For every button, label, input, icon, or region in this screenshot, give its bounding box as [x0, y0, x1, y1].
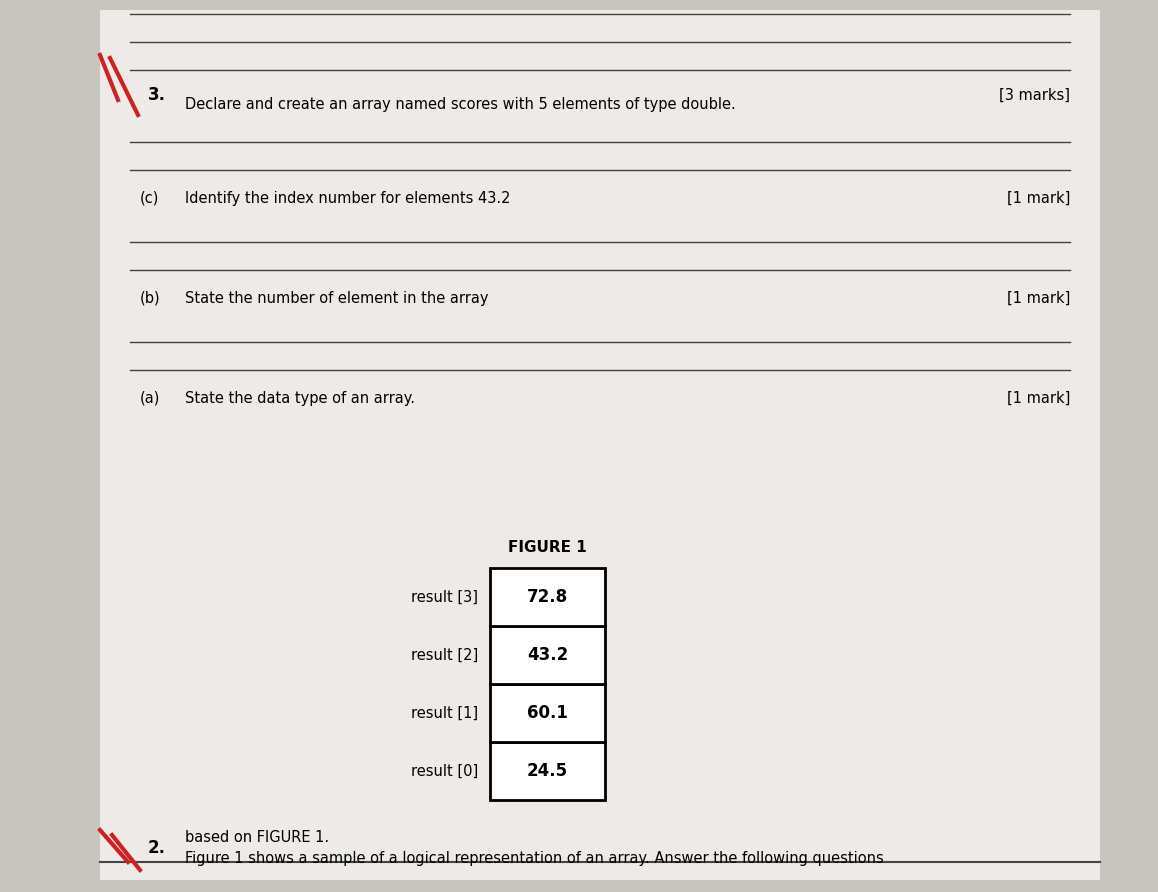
Text: (b): (b): [140, 291, 161, 305]
Text: [3 marks]: [3 marks]: [999, 87, 1070, 103]
Bar: [100, 10, 1100, 880]
Bar: [490, 568, 604, 626]
Text: State the number of element in the array: State the number of element in the array: [185, 291, 489, 305]
Text: result [1]: result [1]: [411, 706, 478, 721]
Text: FIGURE 1: FIGURE 1: [508, 541, 587, 556]
Text: [1 mark]: [1 mark]: [1006, 291, 1070, 305]
Text: (c): (c): [140, 191, 160, 205]
Bar: [490, 684, 604, 742]
Bar: [490, 742, 604, 800]
Text: result [3]: result [3]: [411, 590, 478, 605]
Text: 2.: 2.: [148, 839, 166, 857]
Text: 24.5: 24.5: [527, 762, 569, 780]
Text: 3.: 3.: [148, 86, 166, 104]
Text: [1 mark]: [1 mark]: [1006, 191, 1070, 205]
Text: [1 mark]: [1 mark]: [1006, 391, 1070, 406]
Text: result [2]: result [2]: [411, 648, 478, 663]
Bar: [490, 626, 604, 684]
Text: Identify the index number for elements 43.2: Identify the index number for elements 4…: [185, 191, 511, 205]
Text: 60.1: 60.1: [527, 704, 567, 722]
Text: Declare and create an array named scores with 5 elements of type double.: Declare and create an array named scores…: [185, 97, 735, 112]
Text: result [0]: result [0]: [411, 764, 478, 779]
Text: (a): (a): [140, 391, 160, 406]
Text: Figure 1 shows a sample of a logical representation of an array. Answer the foll: Figure 1 shows a sample of a logical rep…: [185, 850, 884, 865]
Text: State the data type of an array.: State the data type of an array.: [185, 391, 415, 406]
Text: 72.8: 72.8: [527, 588, 569, 606]
Text: based on FIGURE 1.: based on FIGURE 1.: [185, 830, 329, 846]
Text: 43.2: 43.2: [527, 646, 569, 664]
